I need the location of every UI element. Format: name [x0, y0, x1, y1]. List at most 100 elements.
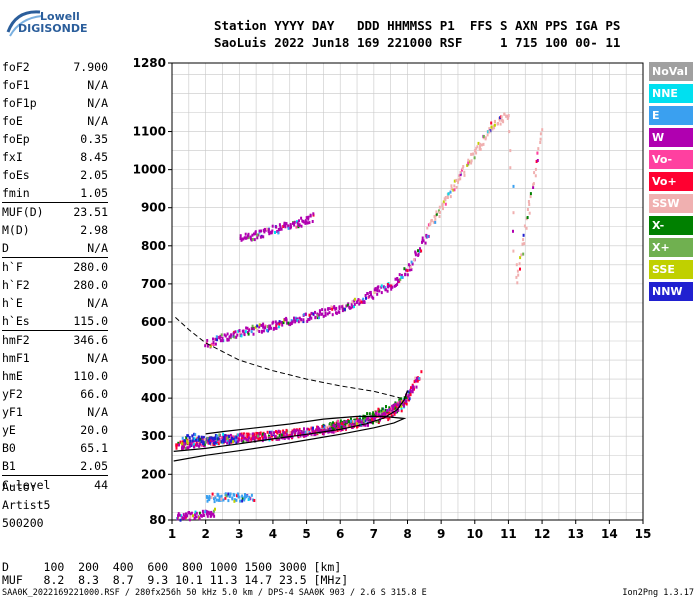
- echo-point: [525, 226, 528, 230]
- echo-point: [193, 437, 196, 441]
- echo-point: [396, 277, 399, 280]
- echo-point: [280, 433, 283, 437]
- echo-point: [202, 442, 205, 446]
- echo-point: [285, 428, 288, 432]
- echo-point: [231, 436, 233, 440]
- echo-point: [251, 437, 254, 441]
- echo-point: [256, 233, 259, 237]
- echo-point: [399, 277, 402, 281]
- echo-point: [258, 330, 261, 333]
- echo-point: [380, 291, 383, 295]
- echo-point: [232, 440, 235, 444]
- param-value: 7.900: [73, 60, 108, 74]
- echo-point: [328, 311, 331, 315]
- echo-point: [387, 418, 390, 422]
- echo-point: [245, 495, 247, 499]
- echo-point: [343, 307, 346, 311]
- echo-point: [199, 513, 202, 517]
- param-value: 65.1: [80, 441, 108, 455]
- echo-point: [245, 438, 248, 442]
- echo-point: [459, 173, 462, 177]
- param-label: hmF1: [2, 351, 30, 365]
- param-row: foF2 7.900: [2, 58, 108, 76]
- echo-point: [233, 498, 236, 502]
- echo-point: [359, 301, 362, 305]
- echo-point: [275, 437, 278, 441]
- echo-point: [452, 188, 455, 192]
- echo-point: [536, 159, 539, 162]
- echo-point: [414, 379, 417, 383]
- echo-point: [298, 316, 301, 320]
- echo-point: [348, 424, 351, 428]
- echo-point: [259, 437, 262, 441]
- echo-point: [214, 507, 216, 511]
- echo-point: [455, 186, 458, 189]
- echo-point: [376, 413, 379, 417]
- x-tick-label: 6: [336, 527, 344, 541]
- echo-point: [287, 226, 290, 230]
- echo-point: [195, 511, 198, 515]
- echo-point: [240, 334, 243, 338]
- echo-point: [260, 229, 262, 233]
- echo-point: [274, 434, 276, 438]
- echo-point: [242, 440, 245, 444]
- logo-line1: Lowell: [40, 10, 80, 23]
- x-tick-label: 13: [567, 527, 584, 541]
- logo-line2: DIGISONDE: [18, 22, 88, 35]
- echo-point: [349, 422, 351, 426]
- echo-point: [192, 514, 194, 518]
- echo-point: [405, 402, 408, 406]
- echo-point: [300, 318, 303, 322]
- echo-point: [368, 294, 371, 298]
- param-row: foEs 2.05: [2, 166, 108, 184]
- echo-point: [321, 425, 324, 428]
- echo-point: [175, 443, 178, 447]
- param-label: h`E: [2, 296, 23, 310]
- echo-point: [213, 500, 216, 504]
- echo-point: [329, 307, 332, 310]
- echo-point: [214, 342, 217, 346]
- echo-point: [240, 432, 243, 436]
- echo-point: [312, 212, 315, 216]
- echo-point: [239, 432, 242, 436]
- echo-point: [194, 433, 197, 437]
- echo-point: [377, 413, 380, 417]
- echo-point: [407, 390, 410, 394]
- echo-point: [278, 437, 281, 441]
- echo-point: [190, 511, 193, 515]
- echo-point: [208, 512, 211, 515]
- echo-point: [183, 517, 186, 521]
- echo-point: [253, 238, 256, 242]
- echo-point: [287, 224, 290, 228]
- param-row: hmF2 346.6: [2, 330, 108, 349]
- echo-point: [213, 438, 216, 442]
- echo-point: [366, 292, 369, 296]
- echo-point: [177, 441, 180, 445]
- echo-point: [522, 252, 525, 256]
- echo-point: [519, 256, 522, 260]
- echo-point: [338, 425, 341, 428]
- echo-point: [253, 232, 255, 236]
- echo-point: [317, 429, 320, 433]
- echo-point: [331, 313, 334, 317]
- echo-point: [188, 518, 191, 522]
- echo-point: [307, 217, 310, 221]
- echo-point: [182, 443, 185, 447]
- echo-point: [210, 438, 213, 442]
- echo-point: [242, 329, 245, 333]
- echo-point: [214, 434, 217, 437]
- echo-point: [209, 439, 212, 443]
- param-row: B0 65.1: [2, 439, 108, 457]
- echo-point: [217, 437, 220, 441]
- echo-point: [327, 430, 330, 434]
- param-row: C-level 44: [2, 475, 108, 494]
- echo-point: [364, 419, 367, 423]
- echo-point: [296, 318, 299, 322]
- y-tick-label: 80: [149, 513, 166, 527]
- echo-point: [290, 225, 292, 229]
- echo-point: [283, 223, 286, 227]
- echo-point: [198, 517, 201, 521]
- echo-point: [291, 430, 294, 434]
- echo-point: [325, 426, 328, 430]
- echo-point: [181, 440, 184, 444]
